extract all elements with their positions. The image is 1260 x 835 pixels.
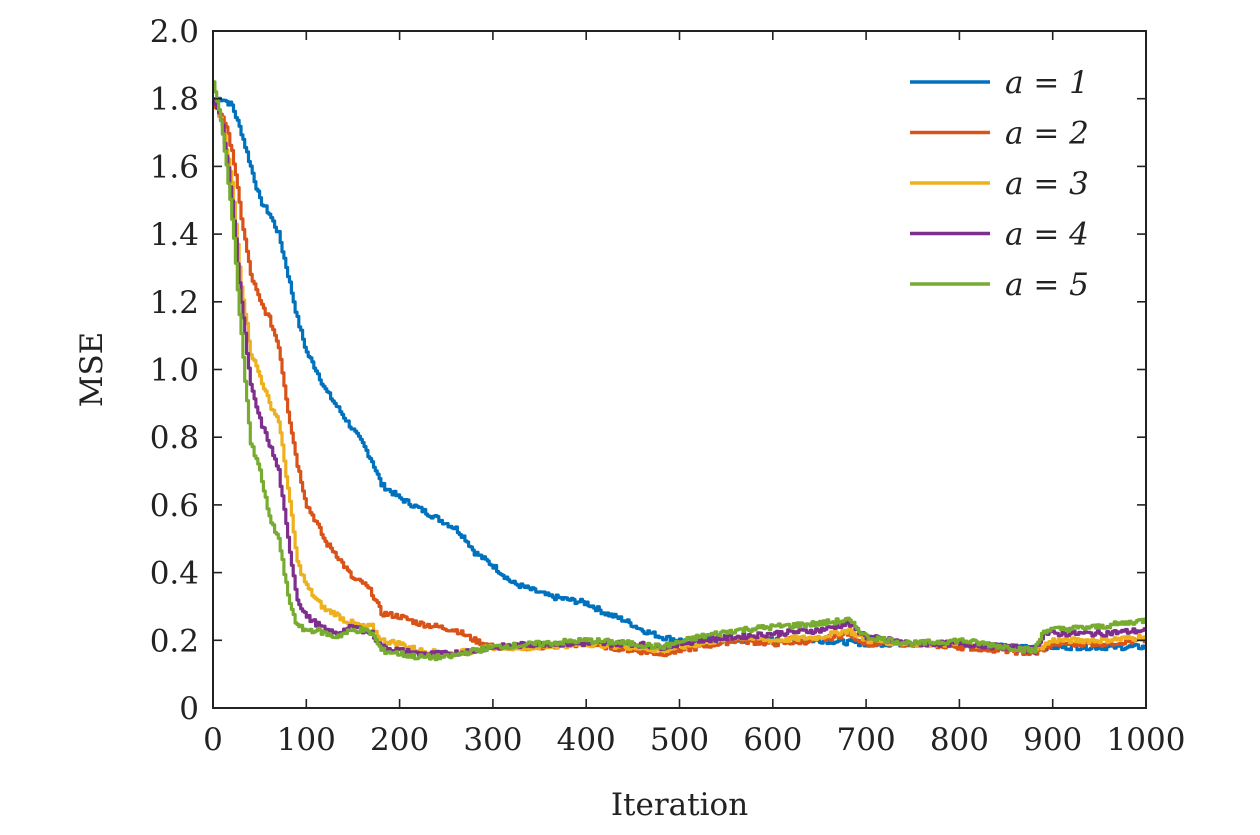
legend: a = 1 a = 2 a = 3 a = 4 a = 5 — [910, 65, 1089, 303]
x-tick-label: 100 — [277, 722, 336, 758]
y-tick-label: 1.8 — [150, 82, 199, 118]
legend-label-1: a = 1 — [1005, 65, 1089, 101]
x-tick-label: 300 — [463, 722, 522, 758]
y-axis-label: MSE — [74, 332, 110, 408]
axes: 0 100 200 300 400 500 600 700 800 900 1000 0 0.2 0.4 0… — [150, 14, 1186, 758]
x-axis-label: Iteration — [611, 787, 748, 823]
y-tick-label: 0.2 — [150, 623, 199, 659]
series-line-5 — [213, 80, 1146, 662]
x-tick-label: 200 — [370, 722, 429, 758]
x-tick-label: 0 — [203, 722, 223, 758]
x-tick-label: 500 — [650, 722, 709, 758]
legend-label-5: a = 5 — [1005, 267, 1089, 303]
y-tick-label: 1.4 — [150, 217, 199, 253]
y-tick-label: 0.4 — [150, 556, 199, 592]
legend-label-4: a = 4 — [1005, 217, 1089, 253]
x-tick-label: 800 — [930, 722, 989, 758]
y-tick-label: 1.2 — [150, 285, 199, 321]
y-tick-label: 2.0 — [150, 14, 199, 50]
x-tick-label: 900 — [1023, 722, 1082, 758]
y-tick-label: 0.8 — [150, 420, 199, 456]
series-line-2 — [213, 103, 1146, 658]
x-tick-label: 700 — [837, 722, 896, 758]
x-tick-label: 400 — [557, 722, 616, 758]
legend-label-2: a = 2 — [1005, 116, 1089, 152]
legend-label-3: a = 3 — [1005, 166, 1089, 202]
x-tick-label: 600 — [743, 722, 802, 758]
plot-area — [213, 80, 1146, 662]
x-tick-label: 1000 — [1107, 722, 1186, 758]
y-tick-label: 1.6 — [150, 149, 199, 185]
y-tick-label: 0.6 — [150, 488, 199, 524]
y-tick-label: 1.0 — [150, 353, 199, 389]
y-tick-label: 0 — [179, 691, 199, 727]
